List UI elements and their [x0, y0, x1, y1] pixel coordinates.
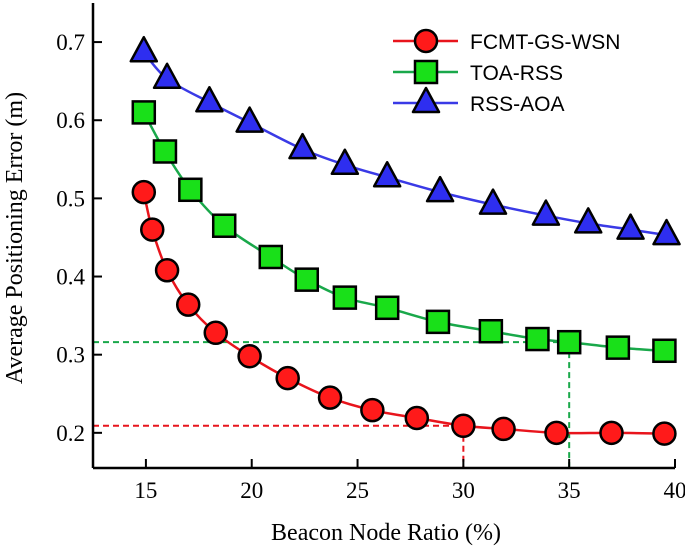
data-point-fcmt-gs-wsn	[140, 217, 165, 242]
data-point-rss-aoa	[425, 175, 455, 203]
data-point-fcmt-gs-wsn	[451, 413, 476, 439]
legend-label: FCMT-GS-WSN	[470, 31, 620, 54]
y-tick-label: 0.2	[56, 421, 85, 446]
data-point-rss-aoa	[288, 132, 317, 160]
y-tick-label: 0.6	[56, 108, 85, 133]
data-point-toa-rss	[374, 295, 400, 321]
series-rss-aoa	[129, 35, 681, 246]
x-tick-label: 25	[346, 478, 369, 503]
data-point-toa-rss	[425, 309, 451, 335]
data-point-rss-aoa	[652, 218, 681, 246]
data-point-toa-rss	[332, 285, 358, 310]
legend-marker	[413, 28, 439, 54]
data-point-rss-aoa	[330, 148, 360, 176]
data-point-toa-rss	[652, 338, 677, 364]
legend-label: RSS-AOA	[470, 93, 565, 116]
legend-item-toa-rss: TOA-RSS	[393, 59, 563, 85]
y-axis-title: Average Positioning Error (m)	[2, 92, 28, 384]
x-tick-label: 20	[240, 478, 263, 503]
data-point-rss-aoa	[152, 62, 182, 90]
x-tick-label: 30	[452, 478, 475, 503]
data-point-fcmt-gs-wsn	[491, 416, 516, 442]
y-tick-label: 0.7	[56, 30, 85, 55]
data-point-rss-aoa	[235, 106, 264, 133]
data-point-rss-aoa	[573, 207, 603, 234]
y-tick-label: 0.3	[56, 343, 85, 368]
y-tick-label: 0.5	[56, 186, 85, 211]
data-point-fcmt-gs-wsn	[317, 385, 343, 410]
data-point-rss-aoa	[195, 86, 224, 113]
data-point-rss-aoa	[478, 188, 508, 215]
data-point-toa-rss	[294, 267, 320, 292]
data-point-toa-rss	[556, 329, 582, 355]
ticks: 15 20 25 30 35 40 0.2 0.3 0.4 0.5 0.6 0.7	[56, 30, 685, 503]
data-point-fcmt-gs-wsn	[360, 397, 385, 423]
data-point-fcmt-gs-wsn	[237, 343, 262, 369]
legend-marker	[411, 86, 441, 114]
data-point-toa-rss	[152, 139, 178, 164]
data-point-toa-rss	[178, 177, 203, 203]
data-point-fcmt-gs-wsn	[544, 420, 569, 446]
legend-label: TOA-RSS	[470, 62, 563, 85]
data-point-toa-rss	[525, 326, 550, 352]
series-toa-rss	[131, 100, 677, 364]
data-point-toa-rss	[211, 213, 237, 238]
y-tick-label: 0.4	[56, 265, 85, 290]
data-point-rss-aoa	[531, 199, 561, 226]
data-point-fcmt-gs-wsn	[404, 405, 430, 431]
data-point-toa-rss	[605, 335, 631, 360]
axes	[91, 3, 675, 470]
legend: FCMT-GS-WSN TOA-RSS RSS-AOA	[393, 28, 620, 116]
legend-marker	[413, 59, 439, 85]
data-point-rss-aoa	[616, 213, 645, 240]
data-point-fcmt-gs-wsn	[275, 365, 300, 391]
data-point-fcmt-gs-wsn	[599, 420, 624, 446]
x-tick-label: 15	[134, 478, 157, 503]
x-tick-label: 35	[558, 478, 581, 503]
data-point-toa-rss	[258, 244, 284, 270]
data-point-toa-rss	[131, 100, 157, 125]
series-layer	[129, 35, 681, 446]
data-point-fcmt-gs-wsn	[131, 179, 157, 205]
data-point-rss-aoa	[129, 35, 159, 63]
x-axis-title: Beacon Node Ratio (%)	[271, 520, 501, 546]
series-fcmt-gs-wsn	[131, 179, 677, 446]
data-point-fcmt-gs-wsn	[175, 292, 201, 317]
data-point-rss-aoa	[372, 161, 402, 188]
data-point-fcmt-gs-wsn	[652, 421, 677, 446]
data-point-fcmt-gs-wsn	[203, 320, 228, 346]
x-tick-label: 40	[664, 478, 685, 503]
legend-item-rss-aoa: RSS-AOA	[393, 86, 565, 116]
legend-item-fcmt-gs-wsn: FCMT-GS-WSN	[393, 28, 620, 54]
data-point-toa-rss	[478, 318, 504, 344]
data-point-fcmt-gs-wsn	[154, 258, 180, 283]
